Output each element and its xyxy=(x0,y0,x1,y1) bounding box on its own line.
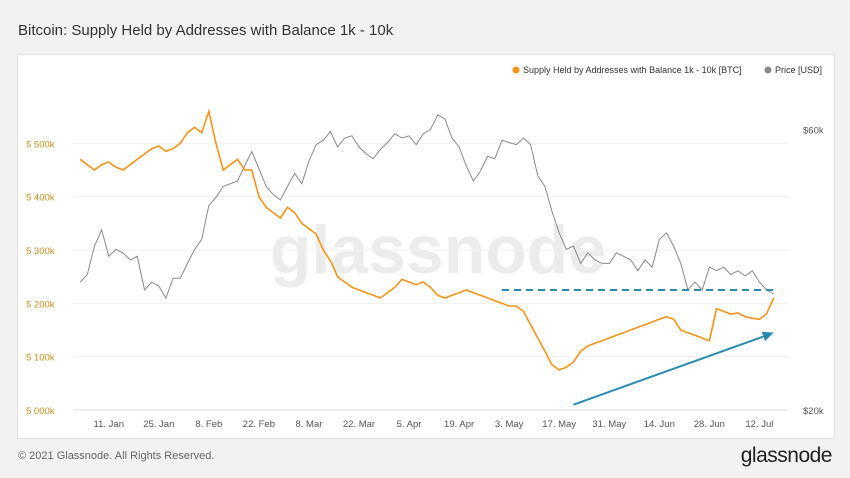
series-line-price xyxy=(79,114,774,300)
y-left-tick-label: 5 000k xyxy=(26,406,55,417)
x-axis: 11. Jan 25. Jan 8. Feb 22. Feb 8. Mar 22. Mar… xyxy=(73,409,788,430)
x-tick-label: 5. Apr xyxy=(397,419,422,430)
legend-label-supply: Supply Held by Addresses with Balance 1k… xyxy=(523,65,742,75)
y-axis-left: 5 000k 5 100k 5 200k 5 300k 5 400k 5 500k xyxy=(26,139,55,417)
legend-label-price: Price [USD] xyxy=(775,65,822,75)
x-tick-label: 28. Jun xyxy=(694,419,725,430)
series-line-supply xyxy=(79,108,775,371)
x-tick-label: 22. Feb xyxy=(243,419,275,430)
y-right-tick-label: $60k xyxy=(803,125,824,136)
x-tick-label: 3. May xyxy=(495,419,524,430)
y-left-tick-label: 5 500k xyxy=(26,139,55,150)
x-tick-label: 14. Jun xyxy=(644,419,675,430)
x-tick-label: 8. Feb xyxy=(195,419,222,430)
x-tick-label: 12. Jul xyxy=(745,419,773,430)
y-left-tick-label: 5 200k xyxy=(26,299,55,310)
legend-marker-price xyxy=(764,66,772,74)
legend: Supply Held by Addresses with Balance 1k… xyxy=(512,65,822,75)
y-left-tick-label: 5 100k xyxy=(26,353,55,364)
series xyxy=(79,108,775,371)
page-title: Bitcoin: Supply Held by Addresses with B… xyxy=(18,22,394,39)
trend-arrow-head xyxy=(761,331,774,342)
x-tick-label: 11. Jan xyxy=(94,419,124,430)
y-left-tick-label: 5 300k xyxy=(26,246,55,257)
trend-arrow-line xyxy=(573,334,767,406)
x-tick-label: 22. Mar xyxy=(343,419,375,430)
footer-copyright: © 2021 Glassnode. All Rights Reserved. xyxy=(18,450,215,462)
chart-panel: glassnode 5 000k 5 100k 5 200k 5 300k 5 400k… xyxy=(17,54,835,439)
y-axis-right: $20k $60k xyxy=(803,125,824,417)
x-tick-label: 25. Jan xyxy=(143,419,174,430)
legend-marker-supply xyxy=(512,66,520,74)
y-right-tick-label: $20k xyxy=(803,406,824,417)
x-tick-label: 31. May xyxy=(592,419,626,430)
x-tick-label: 8. Mar xyxy=(295,419,322,430)
y-left-tick-label: 5 400k xyxy=(26,193,55,204)
x-tick-label: 19. Apr xyxy=(444,419,474,430)
glassnode-logo[interactable]: glassnode xyxy=(740,444,833,467)
annotations xyxy=(502,289,774,406)
x-tick-label: 17. May xyxy=(542,419,576,430)
